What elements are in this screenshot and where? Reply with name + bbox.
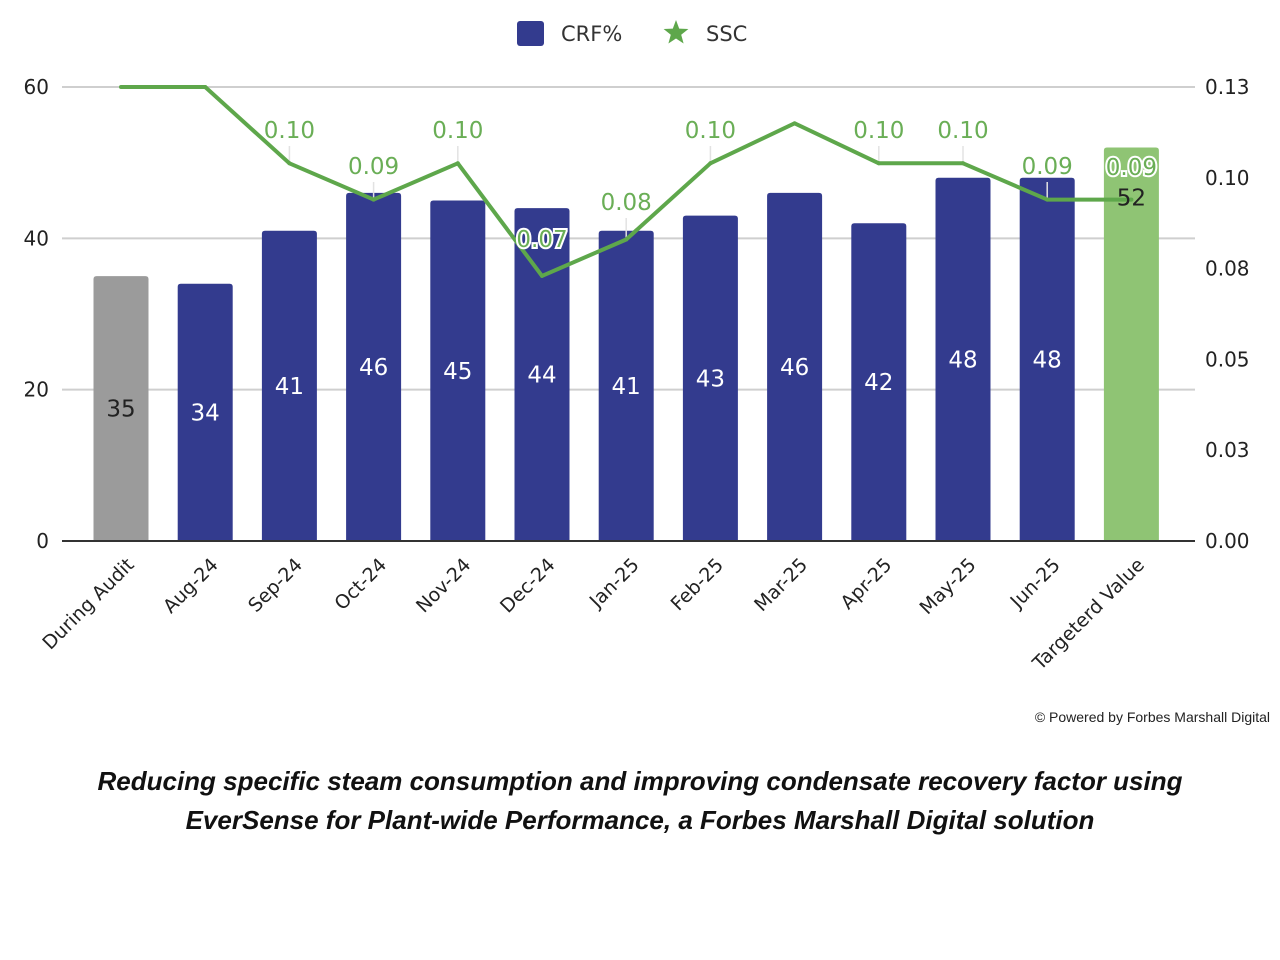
right-axis-tick-label: 0.03 <box>1205 438 1250 462</box>
ssc-point <box>371 197 376 202</box>
bar-data-label: 48 <box>948 347 977 373</box>
right-axis-tick-label: 0.05 <box>1205 347 1250 371</box>
ssc-point <box>455 161 460 166</box>
ssc-data-label: 0.09 <box>348 154 399 180</box>
bar-data-labels: 35 34 41 46 45 44 41 43 46 42 48 48 52 <box>106 186 1146 427</box>
legend: CRF% SSC <box>517 20 747 46</box>
ssc-line-series <box>119 85 1134 278</box>
x-axis-category-label: Jan-25 <box>585 554 644 613</box>
credit-text: © Powered by Forbes Marshall Digital <box>1034 709 1270 725</box>
left-axis-tick-label: 60 <box>24 75 49 99</box>
ssc-data-label: 0.10 <box>685 118 736 144</box>
bar-mar-25 <box>767 192 823 541</box>
bar-data-label: 46 <box>780 355 809 381</box>
ssc-point <box>624 237 629 242</box>
legend-ssc-label: SSC <box>706 22 747 46</box>
bar-may-25 <box>935 177 991 542</box>
bar-jun-25 <box>1019 177 1075 542</box>
bar-data-label: 48 <box>1033 347 1062 373</box>
left-axis-tick-label: 20 <box>24 378 49 402</box>
ssc-point <box>287 161 292 166</box>
ssc-point <box>792 121 797 126</box>
x-axis-category-label: Dec-24 <box>496 554 560 618</box>
bar-data-label: 41 <box>612 374 641 400</box>
bar-data-label: 34 <box>191 400 220 426</box>
bar-nov-24 <box>430 200 486 541</box>
right-axis: 0.00 0.03 0.05 0.08 0.10 0.13 <box>1205 75 1250 553</box>
bar-data-label: 42 <box>864 370 893 396</box>
x-axis-category-label: Feb-25 <box>667 554 728 615</box>
x-axis: During Audit Aug-24 Sep-24 Oct-24 Nov-24 Dec-… <box>38 540 1195 675</box>
bar-oct-24 <box>346 192 402 541</box>
bar-apr-25 <box>851 223 907 541</box>
bar-data-label: 41 <box>275 374 304 400</box>
bar-aug-24 <box>177 283 233 541</box>
x-axis-category-label: Apr-25 <box>836 554 896 614</box>
x-axis-category-label: Aug-24 <box>159 554 223 618</box>
caption: Reducing specific steam consumption and … <box>0 762 1280 840</box>
x-axis-category-label: Jun-25 <box>1006 554 1065 613</box>
x-axis-category-label: Mar-25 <box>750 554 812 616</box>
x-axis-category-label: Nov-24 <box>412 554 475 617</box>
bar-during-audit <box>93 276 149 541</box>
x-axis-category-label: May-25 <box>915 554 980 619</box>
ssc-data-label: 0.07 <box>516 227 567 253</box>
bar-sep-24 <box>261 230 317 541</box>
label-leader-lines <box>288 146 1048 240</box>
left-axis: 0 20 40 60 <box>24 75 49 553</box>
x-axis-category-label: During Audit <box>38 554 138 654</box>
chart: CRF% SSC 0 20 40 60 0.00 0.03 0.05 0.08 0.10 0.13… <box>24 20 1250 675</box>
ssc-data-label: 0.09 <box>1106 155 1157 181</box>
bar-data-label: 43 <box>696 366 725 392</box>
ssc-point <box>961 161 965 166</box>
ssc-point <box>876 161 881 166</box>
caption-line-2: EverSense for Plant-wide Performance, a … <box>185 805 1095 835</box>
ssc-point <box>708 161 713 166</box>
ssc-data-label: 0.08 <box>601 190 652 216</box>
legend-crf-swatch-icon <box>517 21 544 46</box>
caption-line-1: Reducing specific steam consumption and … <box>97 766 1183 796</box>
right-axis-tick-label: 0.08 <box>1205 257 1250 281</box>
bar-feb-25 <box>682 215 738 541</box>
left-axis-tick-label: 40 <box>24 226 49 250</box>
legend-ssc-star-icon <box>663 20 689 44</box>
bar-data-label: 52 <box>1117 186 1146 212</box>
x-axis-category-label: Sep-24 <box>244 554 307 617</box>
x-axis-category-label: Oct-24 <box>330 554 391 615</box>
bar-data-label: 35 <box>106 397 135 423</box>
ssc-data-label: 0.09 <box>1022 154 1073 180</box>
ssc-point <box>1129 197 1134 202</box>
bars <box>93 147 1159 542</box>
right-axis-tick-label: 0.00 <box>1205 529 1250 553</box>
ssc-point <box>203 85 208 89</box>
ssc-point <box>540 273 544 278</box>
right-axis-tick-label: 0.13 <box>1205 75 1250 99</box>
ssc-data-label: 0.10 <box>264 118 315 144</box>
ssc-data-label: 0.10 <box>853 118 904 144</box>
right-axis-tick-label: 0.10 <box>1205 166 1250 190</box>
legend-crf-label: CRF% <box>561 22 622 46</box>
line-data-labels: 0.10 0.09 0.10 0.07 0.08 0.10 0.10 0.10 0.09 0.09 <box>264 118 1159 255</box>
ssc-point <box>119 85 123 89</box>
bar-data-label: 45 <box>443 359 472 385</box>
ssc-data-label: 0.10 <box>432 118 483 144</box>
bar-data-label: 46 <box>359 355 388 381</box>
left-axis-tick-label: 0 <box>36 529 49 553</box>
bar-dec-24 <box>514 208 570 542</box>
ssc-data-label: 0.10 <box>937 118 988 144</box>
ssc-point <box>1045 197 1050 202</box>
bar-data-label: 44 <box>527 363 556 389</box>
bar-targeterd-value <box>1103 147 1159 542</box>
bar-jan-25 <box>598 230 654 541</box>
